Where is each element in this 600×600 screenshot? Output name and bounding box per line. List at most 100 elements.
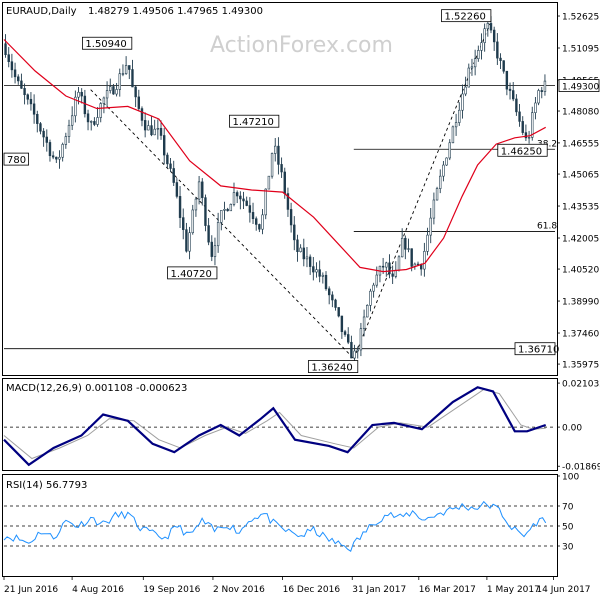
candle-body xyxy=(473,58,477,68)
candle-body xyxy=(429,217,432,236)
candle-body xyxy=(356,349,359,352)
candle-body xyxy=(23,88,26,96)
price-y-tick-label: 1.38990 xyxy=(562,298,599,308)
candle-body xyxy=(223,208,226,211)
macd-title: MACD(12,26,9) 0.001108 -0.000623 xyxy=(6,383,187,394)
macd-y-tick-label: 0.00 xyxy=(562,424,582,434)
candle-body xyxy=(423,251,426,270)
price-y-tick-label: 1.37460 xyxy=(562,330,599,340)
rsi-y-tick-label: 50 xyxy=(562,523,574,533)
price-y-tick-label: 1.42005 xyxy=(562,235,599,245)
candle-body xyxy=(445,157,448,166)
candle-body xyxy=(391,273,394,277)
candle-body xyxy=(334,299,337,308)
candle-body xyxy=(508,88,512,91)
candle-body xyxy=(162,135,166,156)
candle-body xyxy=(201,181,204,198)
candle-body xyxy=(86,113,90,123)
candle-body xyxy=(451,126,455,144)
price-level-box-3 xyxy=(167,266,218,280)
candle-body xyxy=(166,154,169,165)
candle-body xyxy=(172,168,175,183)
candle-body xyxy=(277,145,280,165)
price-level-box-1 xyxy=(82,36,133,50)
candle-body xyxy=(267,175,271,190)
watermark: ActionForex.com xyxy=(210,33,393,58)
candle-body xyxy=(109,86,112,91)
candle-body xyxy=(534,102,537,113)
candle-body xyxy=(42,130,45,138)
candle-body xyxy=(321,274,325,277)
candle-body xyxy=(458,109,461,123)
candle-body xyxy=(70,115,74,126)
candle-body xyxy=(464,86,467,95)
candle-body xyxy=(366,305,369,318)
candle-body xyxy=(191,209,194,234)
candle-body xyxy=(13,69,17,78)
candle-body xyxy=(543,80,547,92)
price-level-label-3: 1.40720 xyxy=(171,269,212,280)
price-y-tick-label: 1.48080 xyxy=(562,108,599,118)
candle-body xyxy=(10,61,14,71)
candle-body xyxy=(293,224,296,241)
candle-body xyxy=(182,217,185,230)
candle-body xyxy=(461,93,464,111)
candle-body xyxy=(77,91,80,98)
candle-body xyxy=(90,121,93,123)
candle-body xyxy=(375,274,378,286)
candle-body xyxy=(521,121,524,133)
price-level-box-6 xyxy=(3,152,30,166)
candle-body xyxy=(540,90,543,92)
last-price-box xyxy=(558,79,600,92)
candle-body xyxy=(118,73,121,90)
candle-body xyxy=(4,43,7,55)
candle-body xyxy=(410,248,413,267)
candle-body xyxy=(74,96,77,117)
candle-body xyxy=(502,60,505,72)
candle-body xyxy=(32,103,36,115)
price-level-box-2 xyxy=(229,114,280,128)
candle-body xyxy=(369,290,372,306)
candle-body xyxy=(264,188,267,216)
candle-body xyxy=(248,205,252,213)
candle-body xyxy=(169,163,172,169)
candle-body xyxy=(134,86,137,98)
candle-body xyxy=(315,269,318,273)
candle-body xyxy=(496,41,499,59)
candle-body xyxy=(61,144,64,158)
candle-body xyxy=(270,153,274,177)
candle-body xyxy=(207,225,210,243)
price-y-tick-label: 1.35975 xyxy=(562,361,599,371)
candle-body xyxy=(340,315,344,332)
candle-body xyxy=(99,103,102,118)
candle-body xyxy=(486,23,490,30)
macd-y-tick-label: 0.021032 xyxy=(562,380,600,390)
macd-plot xyxy=(3,386,555,467)
chart-ohlc-readout: 1.48279 1.49506 1.47965 1.49300 xyxy=(88,6,263,17)
candle-body xyxy=(210,241,213,257)
price-level-label-5: 1.46250 xyxy=(501,146,542,157)
candle-body xyxy=(255,218,258,225)
candle-body xyxy=(359,328,363,351)
price-level-label-right: 1.36710 xyxy=(518,345,559,356)
candle-body xyxy=(480,42,483,51)
candle-body xyxy=(327,288,331,296)
x-tick-label: 4 Aug 2016 xyxy=(72,585,124,595)
candle-body xyxy=(194,198,198,211)
macd-y-tick-label: -0.018699 xyxy=(562,463,600,473)
x-tick-label: 19 Sep 2016 xyxy=(143,585,200,595)
candle-body xyxy=(137,96,141,109)
candle-body xyxy=(226,208,229,212)
candle-body xyxy=(220,210,223,223)
candle-body xyxy=(499,57,502,61)
candle-body xyxy=(143,120,147,131)
candle-body xyxy=(213,245,217,257)
x-tick-label: 16 Mar 2017 xyxy=(419,585,476,595)
candle-body xyxy=(280,164,283,173)
candle-body xyxy=(197,181,201,200)
candle-body xyxy=(289,209,293,226)
last-price-label: 1.49300 xyxy=(562,83,599,93)
candle-body xyxy=(159,128,163,136)
rsi-plot xyxy=(3,500,555,552)
candle-body xyxy=(404,237,407,250)
